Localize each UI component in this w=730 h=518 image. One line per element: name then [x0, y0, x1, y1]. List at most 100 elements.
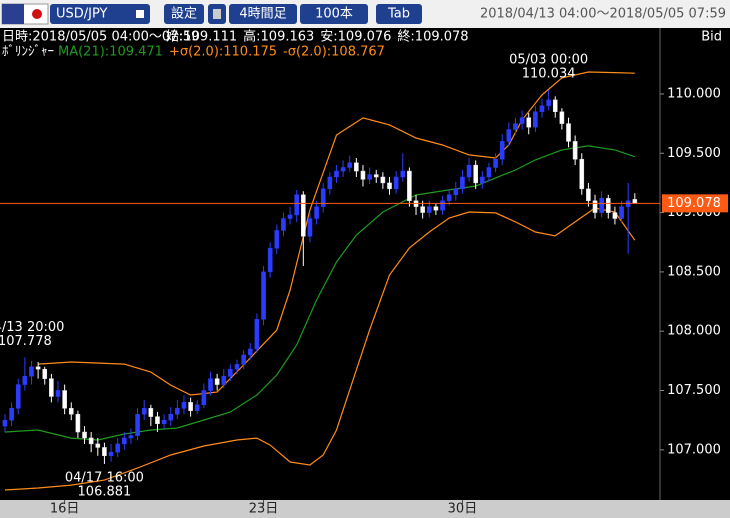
candle-body [360, 170, 366, 180]
candle-body [440, 200, 445, 211]
info-ohlc: 安:109.076 [320, 30, 391, 45]
candle-body [506, 129, 512, 142]
candle-body [320, 188, 326, 207]
candle-body [426, 206, 432, 213]
candle-body [261, 271, 266, 320]
candle-body [433, 206, 439, 211]
candle-body [334, 170, 339, 178]
button[interactable] [376, 4, 422, 24]
candle-body [499, 141, 505, 160]
indicator-line [38, 71, 635, 396]
y-tick-label: 108.000 [667, 324, 721, 339]
candle-body [546, 99, 551, 107]
y-tick-label: 107.500 [667, 383, 721, 398]
candle-body [301, 194, 306, 237]
candle-body [62, 390, 67, 409]
candle-body [446, 194, 452, 201]
candle-body [228, 368, 233, 377]
candle-body [572, 141, 578, 160]
candle-body [287, 214, 293, 219]
last-price-label: 109.078 [667, 196, 721, 211]
candle-body [393, 176, 399, 190]
x-tick-label: 16日 [50, 502, 80, 517]
candle-body [526, 117, 532, 128]
candle-body [274, 230, 280, 249]
candle-body [559, 111, 565, 124]
annotation-value: 110.034 [522, 66, 576, 81]
x-tick-label: 23日 [249, 502, 279, 517]
candle-body [194, 404, 200, 411]
candle-body [201, 390, 207, 405]
candle-body [380, 176, 386, 184]
candle-body [493, 158, 498, 168]
annotation-time: 04/17 16:00 [65, 470, 144, 485]
indicator-line [4, 207, 636, 491]
candle-body [619, 206, 624, 219]
info-ohlc: 終:109.078 [397, 29, 468, 45]
candle-body [22, 376, 28, 385]
candle-body [247, 348, 253, 356]
annotation-time: 04/13 20:00 [0, 320, 64, 335]
candle-body [539, 105, 545, 112]
annotation-value: 107.778 [0, 334, 52, 349]
candle-body [579, 158, 585, 190]
x-axis-band [0, 500, 730, 518]
symbol-button[interactable] [50, 4, 150, 24]
candle-body [168, 413, 174, 421]
candle-body [241, 354, 246, 365]
candle-body [141, 408, 147, 415]
button[interactable] [229, 4, 297, 24]
plot-background [0, 28, 730, 500]
candle-body [314, 206, 319, 219]
candle-body [108, 451, 114, 457]
legend-entry: +σ(2.0):110.175 [169, 45, 277, 60]
candle-body [128, 435, 134, 439]
candle-body [155, 416, 160, 424]
candle-body [214, 378, 220, 385]
range: 2018/04/13 04:00～2018/05/05 07:59 [480, 7, 726, 22]
legend-entry: MA(21):109.471 [58, 45, 163, 60]
candle-body [15, 384, 21, 409]
last-price-box [662, 194, 728, 213]
candle-body [354, 162, 359, 172]
candle-body [552, 99, 558, 112]
button[interactable] [300, 4, 368, 24]
icon [213, 9, 221, 19]
candle-body [486, 167, 492, 178]
candle-body [420, 206, 425, 213]
candle-body [387, 182, 392, 190]
annotation-time: 05/03 00:00 [509, 52, 588, 67]
button-label[interactable]: 設定 [171, 6, 197, 22]
button[interactable] [164, 4, 204, 24]
candle-body [513, 123, 518, 130]
info-side: Bid [701, 30, 722, 45]
flag-us [2, 4, 24, 24]
y-tick-label: 108.500 [667, 264, 721, 279]
flag-jp [32, 9, 42, 19]
button-label[interactable]: 100本 [315, 7, 353, 22]
button-label[interactable]: Tab [387, 7, 410, 22]
candle-body [254, 319, 260, 350]
candle-body [632, 199, 638, 204]
candle-body [612, 212, 618, 219]
candle-body [307, 218, 313, 237]
y-tick-label: 110.000 [667, 86, 721, 101]
x-tick-label: 30日 [448, 502, 478, 517]
candle-body [367, 174, 372, 180]
candle-body [466, 164, 472, 178]
y-tick-label: 109.500 [667, 146, 721, 161]
symbol[interactable]: USD/JPY [56, 7, 108, 22]
candle-body [566, 123, 571, 142]
info-ohlc: 始:109.111 [166, 30, 237, 45]
plot [0, 71, 660, 491]
candle-body [234, 364, 240, 370]
candle-body [605, 198, 611, 213]
candle-body [161, 419, 167, 424]
candle-body [221, 376, 227, 385]
legend-entry: -σ(2.0):108.767 [283, 45, 385, 60]
candle-body [340, 167, 346, 172]
button-label[interactable]: 4時間足 [239, 7, 286, 22]
candle-body [473, 164, 478, 184]
candle-body [294, 194, 299, 216]
